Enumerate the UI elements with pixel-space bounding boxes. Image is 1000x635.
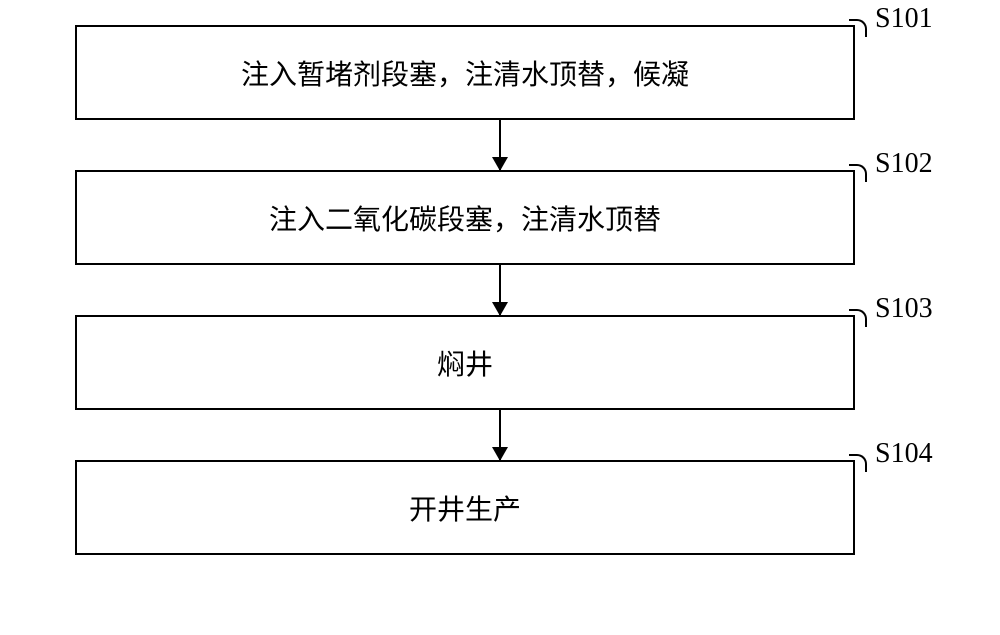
step-label-4: S104 [875,438,933,470]
step-wrapper-1: 注入暂堵剂段塞，注清水顶替，候凝 S101 [75,25,925,120]
label-bracket-3 [849,309,867,327]
arrow-3 [499,410,501,460]
step-box-4: 开井生产 [75,460,855,555]
arrow-1 [499,120,501,170]
arrow-2 [499,265,501,315]
step-text-3: 焖井 [437,343,493,383]
step-box-2: 注入二氧化碳段塞，注清水顶替 [75,170,855,265]
label-bracket-1 [849,19,867,37]
label-bracket-2 [849,164,867,182]
step-label-1: S101 [875,3,933,35]
step-label-2: S102 [875,148,933,180]
step-box-3: 焖井 [75,315,855,410]
arrow-head-3 [492,447,508,461]
arrow-head-1 [492,157,508,171]
flowchart-container: 注入暂堵剂段塞，注清水顶替，候凝 S101 注入二氧化碳段塞，注清水顶替 S10… [75,25,925,555]
step-text-1: 注入暂堵剂段塞，注清水顶替，候凝 [241,53,689,93]
step-wrapper-3: 焖井 S103 [75,315,925,410]
arrow-head-2 [492,302,508,316]
step-text-2: 注入二氧化碳段塞，注清水顶替 [269,198,661,238]
step-wrapper-2: 注入二氧化碳段塞，注清水顶替 S102 [75,170,925,265]
step-wrapper-4: 开井生产 S104 [75,460,925,555]
step-label-3: S103 [875,293,933,325]
step-box-1: 注入暂堵剂段塞，注清水顶替，候凝 [75,25,855,120]
step-text-4: 开井生产 [409,488,521,528]
label-bracket-4 [849,454,867,472]
